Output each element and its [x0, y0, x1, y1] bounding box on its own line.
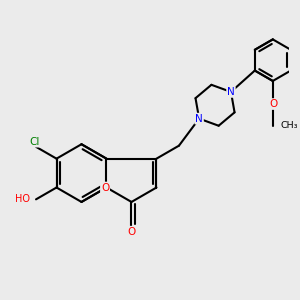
Text: HO: HO: [15, 194, 30, 204]
Text: O: O: [269, 99, 278, 109]
Text: N: N: [227, 87, 235, 97]
Text: O: O: [101, 182, 109, 193]
Text: N: N: [195, 114, 203, 124]
Text: O: O: [128, 227, 136, 237]
Text: Cl: Cl: [29, 136, 40, 147]
Text: CH₃: CH₃: [281, 121, 298, 130]
